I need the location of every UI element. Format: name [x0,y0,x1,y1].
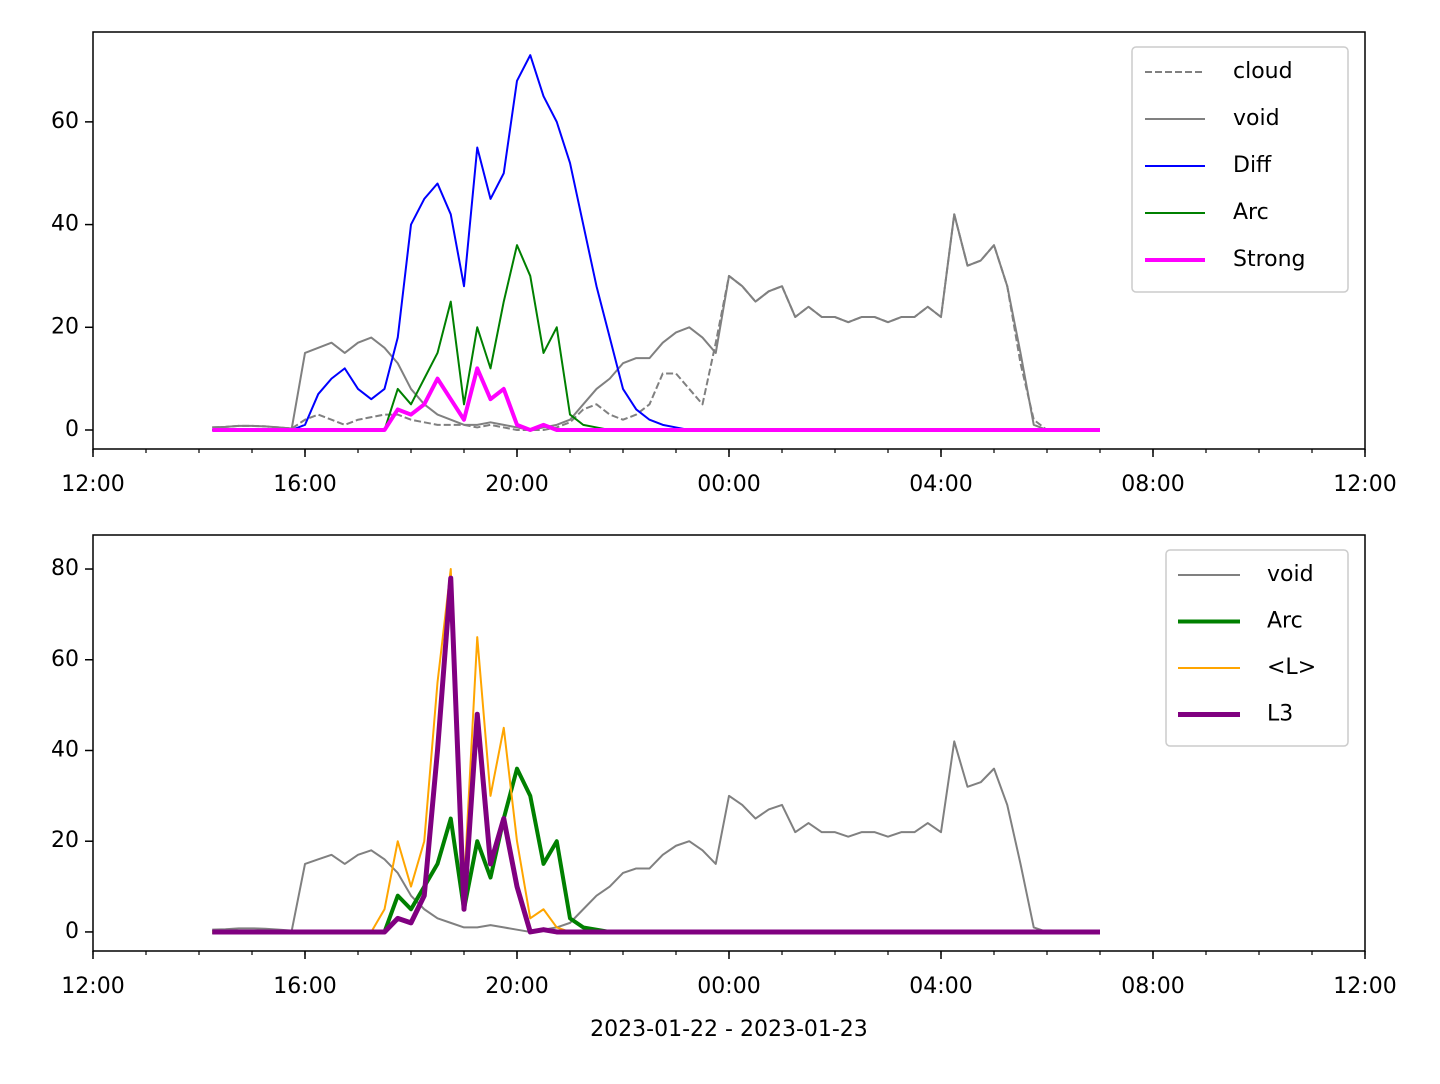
legend-label: L3 [1267,702,1293,727]
series-line [212,766,1100,934]
y-tick-label: 60 [51,109,79,134]
legend-box [1131,46,1349,293]
y-tick-label: 80 [51,556,79,581]
legend-label: cloud [1233,59,1293,84]
legend-label: Diff [1233,153,1272,178]
series-line [212,740,1100,933]
y-tick-label: 20 [51,314,79,339]
legend-label: void [1267,562,1314,587]
series-line [212,575,1100,935]
y-tick-label: 0 [65,417,79,442]
x-tick-label: 16:00 [273,974,336,999]
legend-label: Arc [1267,609,1303,634]
x-tick-label: 08:00 [1121,472,1184,497]
x-tick-label: 00:00 [697,472,760,497]
legend-box [1165,549,1349,747]
y-tick-label: 0 [65,919,79,944]
series-line [212,213,1100,431]
legend-label: Arc [1233,200,1269,225]
x-tick-label: 20:00 [485,974,548,999]
x-tick-label: 20:00 [485,472,548,497]
axes-frame [92,31,1366,450]
y-tick-label: 40 [51,212,79,237]
series-line [212,366,1100,432]
series-line [212,213,1100,431]
y-tick-label: 60 [51,647,79,672]
axes: 12:00 16:00 20:00 00:00 04:00 08:00 12:00 0 20 40… [51,534,1397,1042]
series-line [212,244,1100,431]
x-tick-label: 16:00 [273,472,336,497]
legend-label: <L> [1267,655,1316,680]
x-tick-label: 04:00 [909,974,972,999]
legend-label: Strong [1233,247,1306,272]
x-tick-label: 12:00 [61,974,124,999]
axes-frame [92,534,1366,952]
x-tick-label: 08:00 [1121,974,1184,999]
x-tick-label: 12:00 [61,472,124,497]
series-line [212,568,1100,933]
x-tick-label: 12:00 [1333,472,1396,497]
x-tick-label: 04:00 [909,472,972,497]
x-tick-label: 12:00 [1333,974,1396,999]
axes: 12:00 16:00 20:00 00:00 04:00 08:00 12:00 0 20 40… [51,31,1397,497]
y-tick-label: 40 [51,737,79,762]
x-tick-label: 00:00 [697,974,760,999]
y-tick-label: 20 [51,828,79,853]
x-axis-label: 2023-01-22 - 2023-01-23 [590,1017,868,1042]
series-line [212,54,1100,431]
legend-label: void [1233,106,1280,131]
